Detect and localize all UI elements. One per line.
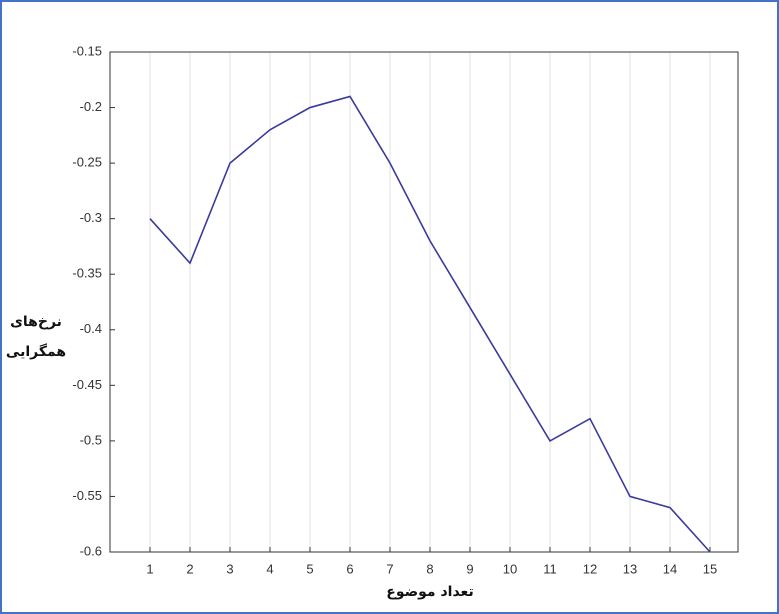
y-tick-label: -0.25: [72, 155, 102, 170]
x-tick-label: 7: [386, 561, 393, 576]
x-tick-label: 5: [306, 561, 313, 576]
x-tick-label: 11: [543, 561, 557, 576]
x-tick-label: 3: [226, 561, 233, 576]
data-line: [149, 95, 711, 553]
y-tick-label: -0.35: [72, 266, 102, 281]
x-axis-label: تعداد موضوع: [386, 584, 473, 600]
y-tick-label: -0.2: [80, 99, 102, 114]
x-tick-label: 14: [663, 561, 677, 576]
y-tick-label: -0.6: [80, 543, 102, 558]
y-tick-label: -0.45: [72, 377, 102, 392]
x-tick-label: 8: [426, 561, 433, 576]
x-tick-label: 4: [266, 561, 273, 576]
x-tick-label: 13: [623, 561, 637, 576]
plot-area: [109, 51, 739, 553]
y-tick-label: -0.3: [80, 210, 102, 225]
y-tick-label: -0.5: [80, 432, 102, 447]
y-tick-label: -0.15: [72, 43, 102, 58]
x-tick-label: 15: [703, 561, 717, 576]
x-tick-label: 1: [146, 561, 153, 576]
y-axis-label: نرخ‌های: [10, 314, 62, 330]
x-tick-label: 9: [466, 561, 473, 576]
x-tick-label: 12: [583, 561, 597, 576]
x-tick-label: 6: [346, 561, 353, 576]
y-axis-label: همگرایی: [6, 343, 66, 360]
y-tick-label: -0.4: [80, 321, 102, 336]
x-tick-label: 10: [503, 561, 517, 576]
x-tick-label: 2: [186, 561, 193, 576]
y-tick-label: -0.55: [72, 488, 102, 503]
